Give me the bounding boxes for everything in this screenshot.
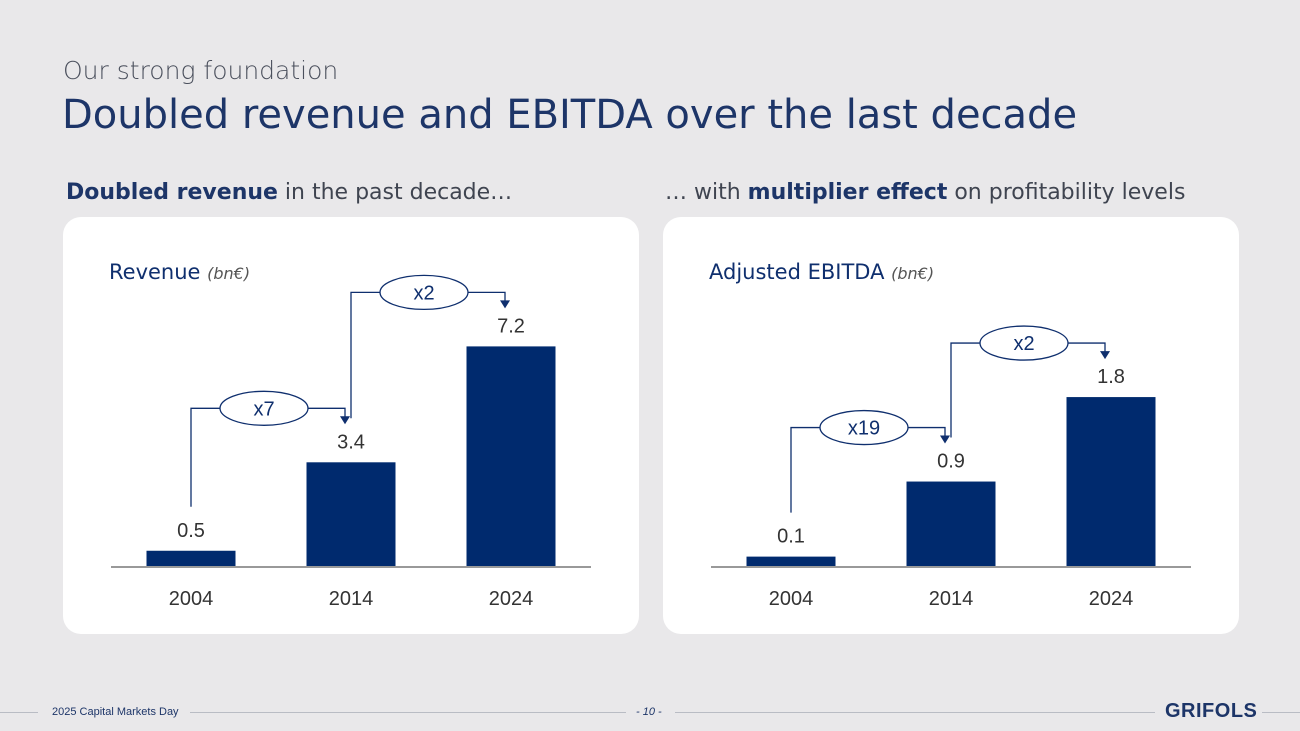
lead-left: Doubled revenue in the past decade… — [66, 180, 512, 205]
lead-right-prefix: … with — [665, 180, 748, 205]
lead-right-highlight: multiplier effect — [747, 180, 948, 205]
lead-right-text: on profitability levels — [947, 180, 1186, 205]
footer-rule-right — [1262, 712, 1300, 713]
grifols-logo: GRIFOLS — [1165, 700, 1258, 722]
revenue-chart: Revenue (bn€) 0.5 2004 3.4 2014 7.2 2024 x7 x2 — [109, 260, 591, 610]
bar-2014 — [306, 462, 396, 566]
section-subtitle: Our strong foundation — [63, 56, 339, 85]
chart-title: Adjusted EBITDA (bn€) — [709, 260, 934, 284]
multiplier-arrowhead-1 — [500, 300, 510, 309]
lead-right: … with multiplier effect on profitabilit… — [665, 180, 1185, 205]
multiplier-label-1: x2 — [1013, 333, 1034, 355]
footer-rule-mid-right — [675, 712, 1155, 713]
chart-unit: (bn€) — [891, 264, 934, 283]
bar-2004 — [146, 550, 236, 566]
multiplier-arrowhead-0 — [940, 435, 950, 444]
bar-2024 — [466, 346, 556, 566]
ebitda-card: Adjusted EBITDA (bn€) 0.1 2004 0.9 2014 1.8 20… — [663, 217, 1239, 634]
value-label-2024: 7.2 — [497, 315, 525, 337]
revenue-card: Revenue (bn€) 0.5 2004 3.4 2014 7.2 2024 x7 x2 — [63, 217, 639, 634]
footer-event: 2025 Capital Markets Day — [52, 706, 179, 718]
multiplier-badge-0 — [819, 409, 909, 446]
multiplier-badge-1 — [979, 325, 1069, 361]
bar-2014 — [906, 481, 996, 566]
multiplier-badge-1 — [379, 274, 469, 311]
x-tick-label-2004: 2004 — [769, 588, 814, 610]
x-tick-label-2014: 2014 — [329, 588, 374, 610]
ebitda-chart: Adjusted EBITDA (bn€) 0.1 2004 0.9 2014 1.8 20… — [709, 260, 1191, 610]
multiplier-label-0: x7 — [253, 398, 274, 420]
page-number: - 10 - — [636, 706, 662, 718]
value-label-2024: 1.8 — [1097, 366, 1125, 388]
lead-left-highlight: Doubled revenue — [66, 180, 278, 205]
multiplier-badge-0 — [219, 390, 309, 426]
value-label-2014: 3.4 — [337, 431, 365, 453]
bar-2024 — [1066, 397, 1156, 566]
value-label-2004: 0.5 — [177, 520, 205, 542]
footer-rule-left — [0, 712, 38, 713]
multiplier-label-1: x2 — [413, 282, 434, 304]
x-tick-label-2024: 2024 — [489, 588, 534, 610]
x-tick-label-2014: 2014 — [929, 588, 974, 610]
multiplier-arrowhead-0 — [340, 416, 350, 425]
bar-2004 — [746, 556, 836, 566]
x-tick-label-2024: 2024 — [1089, 588, 1134, 610]
chart-title: Revenue (bn€) — [109, 260, 250, 284]
value-label-2014: 0.9 — [937, 451, 965, 473]
multiplier-arrowhead-1 — [1100, 351, 1110, 360]
chart-unit: (bn€) — [207, 264, 250, 283]
multiplier-label-0: x19 — [848, 418, 880, 440]
x-tick-label-2004: 2004 — [169, 588, 214, 610]
lead-left-text: in the past decade… — [277, 180, 513, 205]
page-title: Doubled revenue and EBITDA over the last… — [62, 92, 1078, 138]
footer-rule-mid-left — [190, 712, 626, 713]
value-label-2004: 0.1 — [777, 526, 805, 548]
